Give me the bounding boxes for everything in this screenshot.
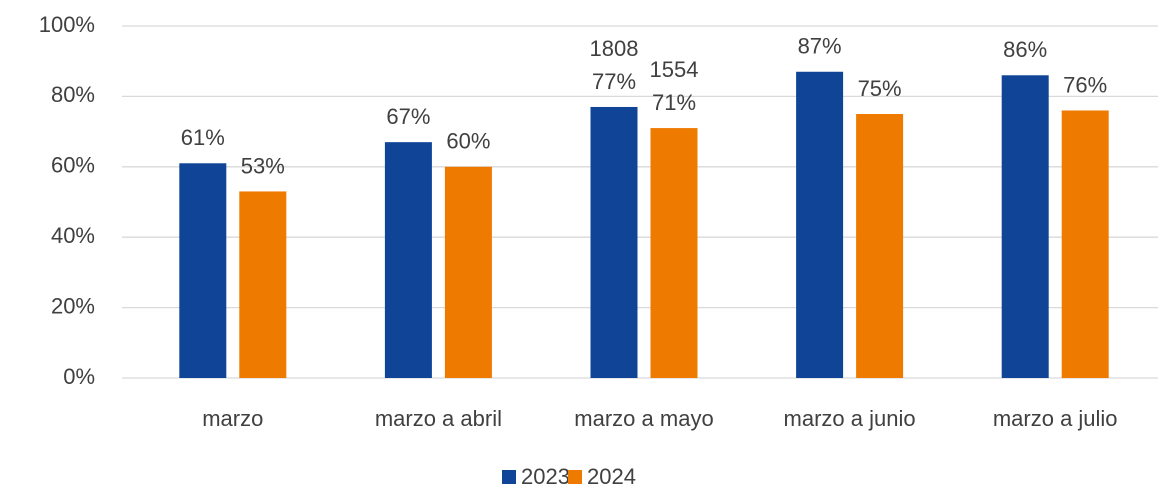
y-tick-label: 100% (39, 12, 95, 37)
y-tick-label: 20% (51, 293, 95, 318)
data-label: 75% (858, 76, 902, 101)
legend-label: 2024 (587, 464, 636, 489)
bar (444, 166, 492, 378)
y-tick-label: 0% (63, 364, 95, 389)
data-label: 76% (1063, 72, 1107, 97)
data-label: 87% (798, 34, 842, 59)
y-tick-label: 60% (51, 153, 95, 178)
x-tick-label: marzo a junio (784, 406, 916, 431)
y-tick-label: 40% (51, 223, 95, 248)
x-tick-label: marzo a mayo (574, 406, 713, 431)
bar (1001, 75, 1049, 378)
bar (1061, 110, 1109, 378)
x-tick-label: marzo a julio (993, 406, 1118, 431)
annotation: 1554 (650, 57, 699, 82)
data-label: 60% (446, 129, 490, 154)
legend-swatch (568, 470, 582, 484)
data-label: 53% (241, 153, 285, 178)
bar (239, 191, 287, 378)
bar (856, 114, 904, 378)
legend-label: 2023 (521, 464, 570, 489)
data-label: 86% (1003, 37, 1047, 62)
legend-swatch (502, 470, 516, 484)
annotation: 1808 (590, 36, 639, 61)
bar (650, 128, 698, 378)
x-tick-label: marzo (202, 406, 263, 431)
data-label: 61% (181, 125, 225, 150)
bar (179, 163, 227, 378)
bar (796, 71, 844, 378)
data-label: 71% (652, 90, 696, 115)
x-tick-label: marzo a abril (375, 406, 502, 431)
y-tick-label: 80% (51, 82, 95, 107)
data-label: 77% (592, 69, 636, 94)
bar (384, 142, 432, 378)
bar (590, 106, 638, 379)
data-label: 67% (386, 104, 430, 129)
